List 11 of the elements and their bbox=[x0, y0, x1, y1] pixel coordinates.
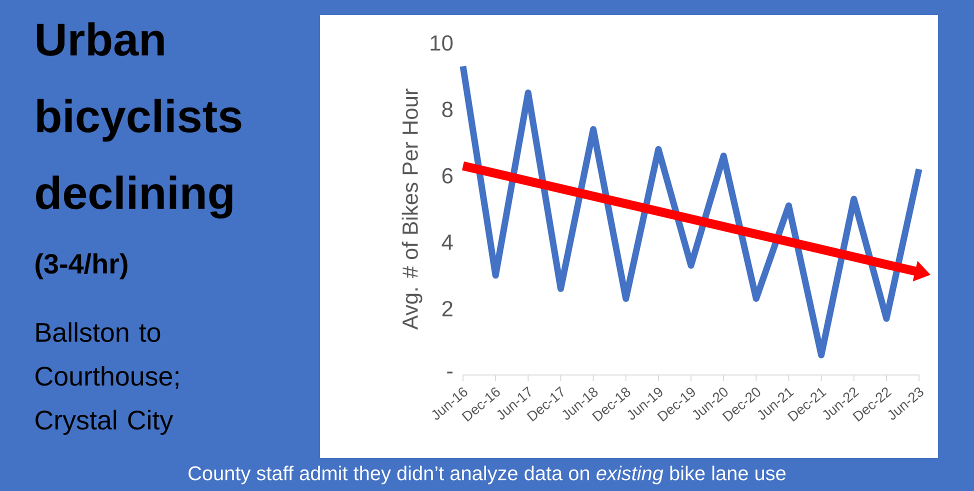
y-tick-label: 4 bbox=[442, 234, 453, 250]
y-tick-label: 6 bbox=[442, 168, 453, 184]
text: (3-4/hr) bbox=[36, 253, 128, 280]
y-tick-label: 8 bbox=[442, 102, 453, 118]
y-axis-title: Avg. # of Bikes Per Hour bbox=[402, 88, 422, 330]
y-tick-label: 10 bbox=[430, 35, 453, 51]
text: Urban bicyclists declining bbox=[36, 22, 242, 219]
text: County staff admit they didn’t analyze data on existing bike lane use bbox=[188, 466, 786, 484]
y-tick-label: - bbox=[447, 372, 453, 374]
text: Ballston to Courthouse; Crystal City bbox=[36, 322, 178, 435]
y-tick-label: 2 bbox=[442, 300, 452, 316]
